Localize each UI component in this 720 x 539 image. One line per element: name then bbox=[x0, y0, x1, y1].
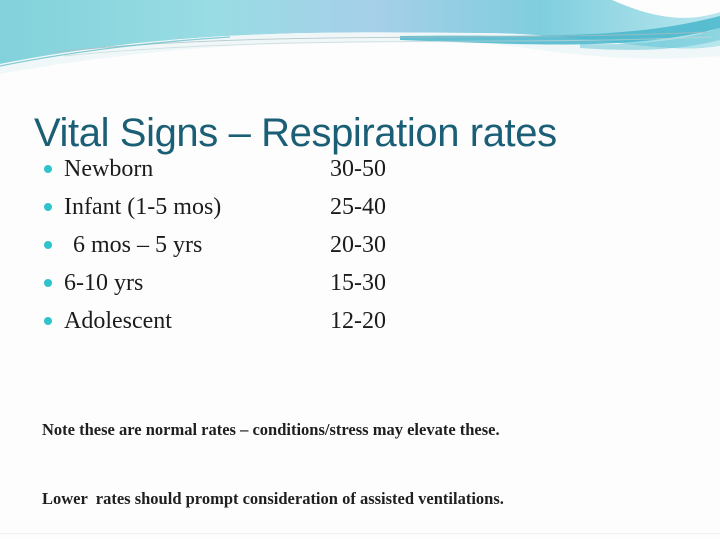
footnote: Note these are normal rates – conditions… bbox=[42, 372, 504, 539]
rate-value: 30-50 bbox=[330, 155, 386, 182]
list-item: 6 mos – 5 yrs 20-30 bbox=[44, 226, 644, 264]
list-item: Adolescent 12-20 bbox=[44, 302, 644, 340]
age-group-label: Adolescent bbox=[64, 307, 172, 334]
rate-value: 15-30 bbox=[330, 269, 386, 296]
age-group-label: Infant (1-5 mos) bbox=[64, 193, 222, 220]
slide-title: Vital Signs – Respiration rates bbox=[34, 110, 557, 155]
list-item: Infant (1-5 mos) 25-40 bbox=[44, 188, 644, 226]
rate-value: 12-20 bbox=[330, 307, 386, 334]
age-group-label: Newborn bbox=[64, 155, 154, 182]
age-group-label: 6-10 yrs bbox=[64, 269, 144, 296]
list-item: 6-10 yrs 15-30 bbox=[44, 264, 644, 302]
footnote-line-1: Note these are normal rates – conditions… bbox=[42, 420, 500, 439]
bullet-icon bbox=[44, 165, 52, 173]
bullet-icon bbox=[44, 203, 52, 211]
respiration-rate-list: Newborn 30-50 Infant (1-5 mos) 25-40 6 m… bbox=[44, 150, 644, 340]
slide-bottom-edge bbox=[0, 533, 720, 534]
bullet-icon bbox=[44, 317, 52, 325]
age-group-label: 6 mos – 5 yrs bbox=[73, 231, 203, 258]
rate-value: 25-40 bbox=[330, 193, 386, 220]
bullet-icon bbox=[44, 279, 52, 287]
wave-decoration bbox=[0, 0, 720, 74]
list-item: Newborn 30-50 bbox=[44, 150, 644, 188]
footnote-line-2: Lower rates should prompt consideration … bbox=[42, 489, 504, 508]
bullet-icon bbox=[44, 241, 52, 249]
rate-value: 20-30 bbox=[330, 231, 386, 258]
